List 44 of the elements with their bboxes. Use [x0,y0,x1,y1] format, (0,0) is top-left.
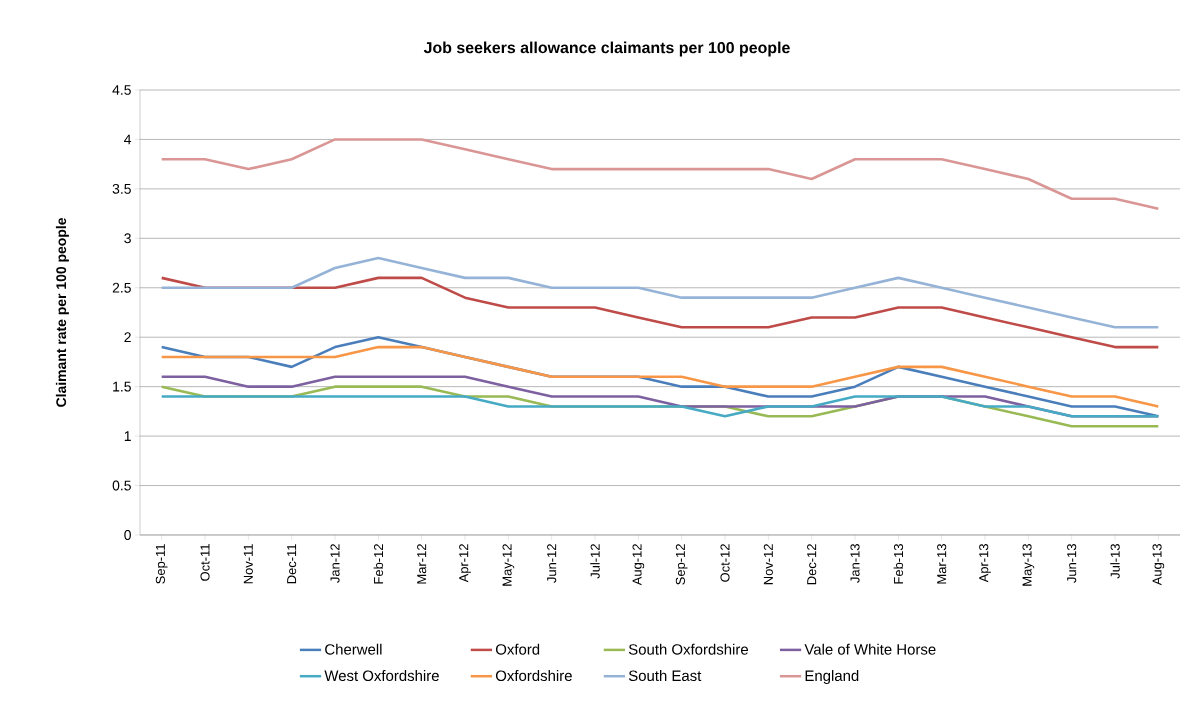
x-tick-label: May-13 [1022,544,1035,586]
y-tick-label: 3.5 [112,183,131,194]
legend-label: South East [628,670,702,682]
x-tick-label: Jul-13 [1110,544,1120,579]
legend-label: Vale of White Horse [804,643,936,655]
x-tick-label: Dec-11 [287,544,297,584]
x-tick-label: Nov-12 [763,544,773,585]
y-tick-label: 2.5 [112,282,131,293]
x-tick-label: Jun-12 [547,544,557,583]
y-tick-label: 0 [124,530,131,540]
x-tick-label: Feb-13 [893,544,904,584]
y-tick-label: 4 [124,134,132,145]
x-tick-label: May-12 [502,544,515,586]
x-tick-label: Jun-13 [1067,544,1077,583]
x-tick-label: Apr-12 [459,544,471,583]
x-tick-label: Sep-11 [155,544,168,584]
x-tick-label: Sep-12 [675,544,688,585]
legend-label: Cherwell [325,643,382,655]
y-tick-label: 1.5 [113,381,131,392]
legend-label: Oxfordshire [495,670,572,682]
y-axis-title: Claimant rate per 100 people [55,218,69,407]
y-tick-label: 0.5 [112,480,131,491]
x-tick-label: Aug-12 [632,544,645,586]
x-tick-label: Apr-13 [979,544,991,583]
y-tick-label: 1 [124,431,131,441]
legend-label: Oxford [495,643,540,655]
chart-title: Job seekers allowance claimants per 100 people [423,41,790,57]
x-tick-label: Dec-12 [807,544,817,585]
x-tick-label: Oct-12 [720,544,730,582]
x-tick-label: Jan-12 [330,544,340,583]
x-tick-label: Jan-13 [850,544,860,583]
y-tick-label: 4.5 [112,85,131,95]
legend-label: South Oxfordshire [628,643,748,655]
y-tick-label: 2 [124,332,131,343]
legend-label: England [805,670,859,684]
x-tick-label: Mar-13 [937,544,947,584]
x-tick-label: Jul-12 [590,544,600,579]
y-tick-label: 3 [124,233,131,244]
x-tick-label: Aug-13 [1152,544,1165,586]
x-tick-label: Oct-11 [200,544,210,581]
legend-label: West Oxfordshire [324,670,439,682]
x-tick-label: Feb-12 [373,544,384,584]
x-tick-label: Mar-12 [417,544,427,584]
x-tick-label: Nov-11 [243,544,253,584]
